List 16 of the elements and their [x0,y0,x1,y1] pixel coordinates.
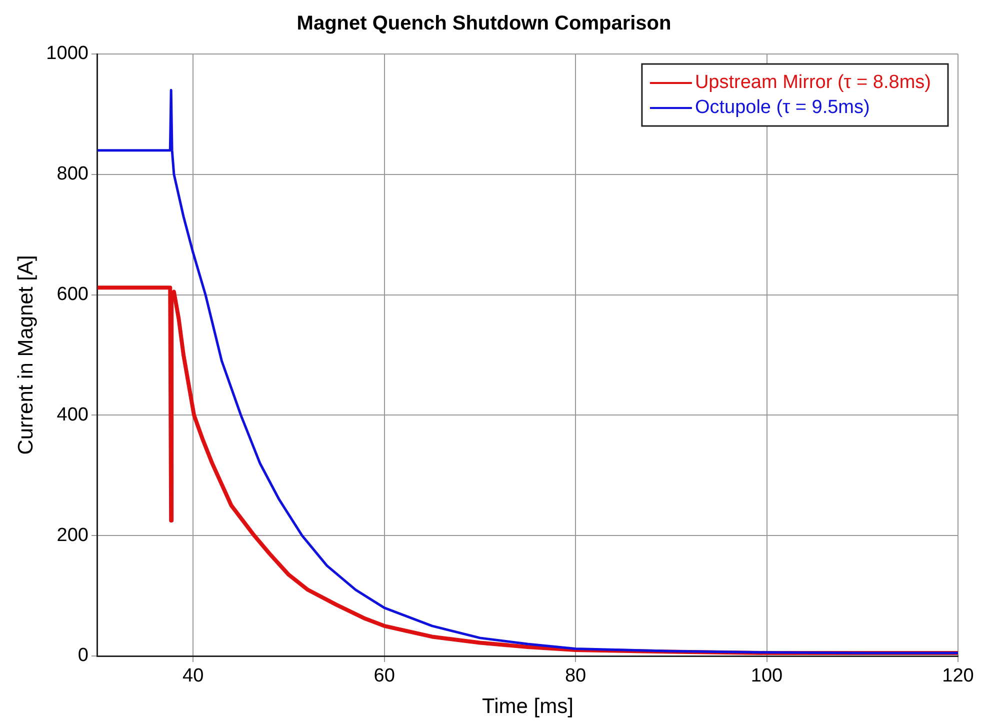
legend-label: Octupole (τ = 9.5ms) [694,97,870,118]
y-tick-label: 0 [78,645,88,666]
chart-title: Magnet Quench Shutdown Comparison [296,12,672,35]
y-tick-label: 800 [56,164,88,185]
x-tick-label: 120 [942,666,974,687]
x-axis-title: Time [ms] [482,695,574,718]
x-tick-label: 40 [182,666,204,687]
y-axis-title: Current in Magnet [A] [14,255,38,455]
x-tick-label: 100 [750,666,783,687]
y-tick-label: 600 [56,284,88,306]
legend-label: Upstream Mirror (τ = 8.8ms) [694,72,931,94]
x-tick-label: 80 [564,666,586,687]
y-tick-label: 200 [56,524,88,546]
x-tick-label: 60 [374,666,395,687]
y-tick-label: 400 [56,404,88,426]
y-tick-label: 1000 [46,43,88,64]
